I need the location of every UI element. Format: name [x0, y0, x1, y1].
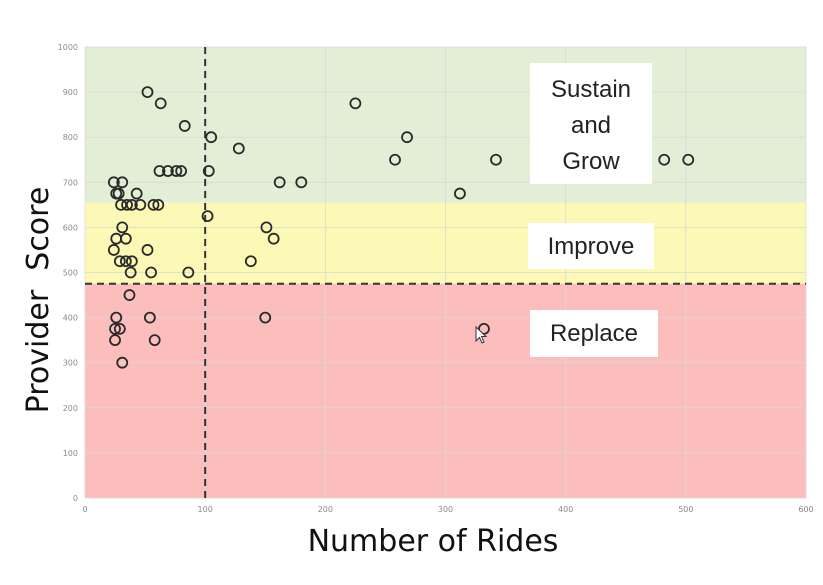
data-point [112, 187, 125, 200]
y-tick-label: 100 [63, 449, 78, 458]
data-point [162, 165, 174, 177]
x-tick-label: 200 [318, 505, 333, 514]
zone-label-text: Grow [562, 148, 620, 175]
data-point [175, 165, 188, 177]
y-tick-label: 800 [63, 133, 78, 142]
data-point [134, 198, 147, 211]
data-point [116, 176, 129, 189]
mouse-cursor-icon [475, 325, 488, 344]
data-point [147, 198, 160, 211]
data-point [259, 311, 272, 324]
data-point [116, 356, 129, 369]
data-point [202, 165, 215, 177]
y-tick-label: 0 [73, 494, 78, 503]
data-point [267, 232, 280, 245]
data-point [154, 97, 167, 110]
zone-label-text: Improve [548, 233, 635, 260]
data-point [205, 131, 218, 144]
data-point [125, 255, 138, 268]
data-point [107, 176, 120, 189]
data-point [148, 334, 161, 347]
y-tick-label: 700 [63, 178, 78, 187]
x-tick-label: 500 [678, 505, 693, 514]
data-point [143, 311, 156, 324]
data-point [145, 266, 157, 279]
zone-labels: Sustain and Grow Improve Replace [528, 63, 658, 357]
data-point [121, 198, 133, 211]
x-tick-label: 400 [558, 505, 573, 514]
zone-label-box [528, 223, 654, 269]
zone-label-box [530, 63, 652, 184]
data-point [109, 322, 121, 335]
y-tick-label: 900 [63, 88, 78, 97]
data-points [107, 86, 695, 369]
data-point [107, 244, 120, 256]
data-point [116, 221, 129, 234]
data-point [110, 311, 123, 324]
zone-label-box [530, 310, 658, 357]
data-point [123, 289, 136, 301]
data-point [244, 255, 257, 268]
zone-label-text: and [571, 112, 611, 139]
data-point [152, 198, 165, 211]
data-point [178, 120, 191, 132]
data-point [658, 153, 671, 166]
x-tick-label: 600 [798, 505, 813, 514]
data-point [130, 187, 143, 200]
data-point [109, 334, 121, 347]
y-tick-label: 300 [63, 359, 78, 368]
x-tick-label: 0 [82, 505, 87, 514]
data-point [119, 232, 132, 245]
data-point [124, 266, 137, 279]
data-point [153, 165, 166, 177]
y-tick-labels: 0 100 200 300 400 500 600 700 800 900 1000 [58, 43, 78, 503]
data-point [389, 153, 401, 166]
data-point [119, 255, 132, 268]
x-tick-label: 300 [438, 505, 453, 514]
data-point [490, 153, 502, 166]
data-point [141, 86, 154, 98]
x-tick-label: 100 [198, 505, 213, 514]
y-tick-label: 200 [63, 404, 78, 413]
data-point [232, 142, 245, 155]
data-point [295, 176, 308, 189]
x-tick-labels: 0 100 200 300 400 500 600 [82, 505, 813, 514]
y-tick-label: 400 [63, 314, 78, 323]
zone-label-text: Replace [550, 320, 638, 347]
reference-lines [85, 47, 806, 498]
data-point [182, 266, 195, 279]
data-point [125, 198, 138, 211]
data-point [454, 187, 466, 200]
y-tick-label: 1000 [58, 43, 78, 52]
x-axis-title: Number of Rides [308, 524, 559, 559]
data-point [682, 153, 695, 166]
data-point [170, 165, 183, 177]
data-point [260, 221, 273, 234]
data-point [113, 322, 126, 335]
data-point [349, 97, 362, 110]
data-point [401, 131, 413, 144]
data-point [141, 244, 154, 256]
y-tick-label: 500 [63, 269, 78, 278]
data-point [273, 176, 286, 189]
data-point [113, 255, 126, 268]
data-point [201, 210, 214, 223]
zone-label-text: Sustain [551, 76, 631, 103]
y-axis-title: Provider Score [21, 187, 56, 414]
y-tick-label: 600 [63, 223, 78, 232]
